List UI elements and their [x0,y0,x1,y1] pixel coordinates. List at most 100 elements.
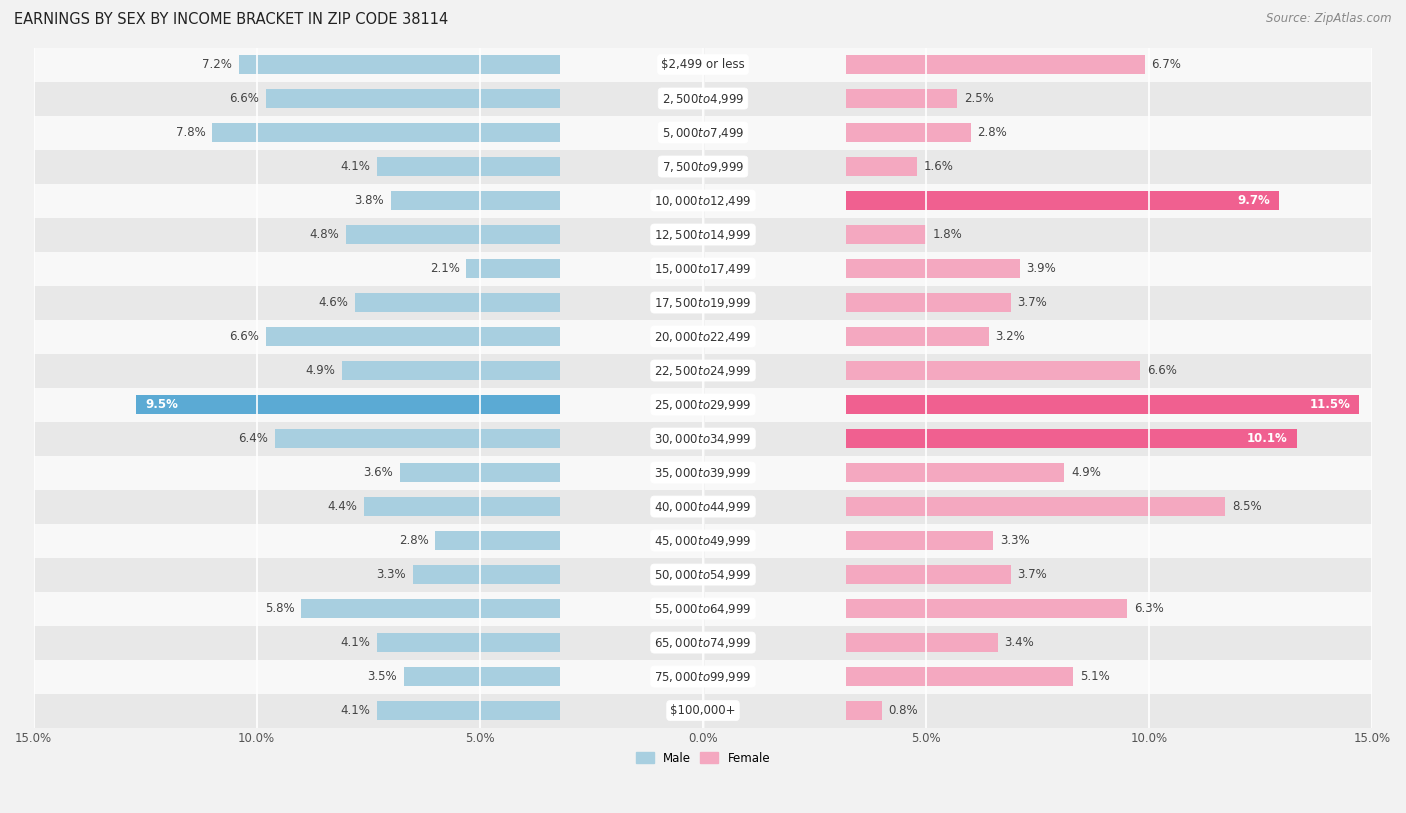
Bar [846,463,1064,482]
Text: $40,000 to $44,999: $40,000 to $44,999 [654,499,752,514]
Bar [34,47,1372,81]
Text: $35,000 to $39,999: $35,000 to $39,999 [654,466,752,480]
Bar [391,191,560,210]
Text: 4.1%: 4.1% [340,160,371,173]
Text: 3.8%: 3.8% [354,194,384,207]
Text: EARNINGS BY SEX BY INCOME BRACKET IN ZIP CODE 38114: EARNINGS BY SEX BY INCOME BRACKET IN ZIP… [14,12,449,27]
Bar [404,667,560,686]
Bar [846,225,927,244]
Text: 1.6%: 1.6% [924,160,953,173]
Text: 0.8%: 0.8% [889,704,918,717]
Bar [239,55,560,74]
Text: 3.6%: 3.6% [363,466,392,479]
Text: 2.5%: 2.5% [965,92,994,105]
Text: $25,000 to $29,999: $25,000 to $29,999 [654,398,752,411]
Bar [846,701,882,720]
Bar [467,259,560,278]
Bar [354,293,560,312]
Text: $2,499 or less: $2,499 or less [661,58,745,71]
Text: 3.4%: 3.4% [1004,636,1033,649]
Bar [34,625,1372,659]
Text: $50,000 to $54,999: $50,000 to $54,999 [654,567,752,581]
Bar [846,55,1144,74]
Text: $10,000 to $12,499: $10,000 to $12,499 [654,193,752,207]
Bar [34,218,1372,251]
Text: 11.5%: 11.5% [1309,398,1350,411]
Text: 9.5%: 9.5% [145,398,179,411]
Text: $7,500 to $9,999: $7,500 to $9,999 [662,159,744,173]
Text: $100,000+: $100,000+ [671,704,735,717]
Bar [436,531,560,550]
Bar [846,124,970,142]
Bar [34,115,1372,150]
Text: $15,000 to $17,499: $15,000 to $17,499 [654,262,752,276]
Text: $2,500 to $4,999: $2,500 to $4,999 [662,92,744,106]
Text: 6.6%: 6.6% [229,330,259,343]
Bar [846,395,1360,414]
Text: 5.8%: 5.8% [264,602,295,615]
Bar [846,191,1278,210]
Text: $17,500 to $19,999: $17,500 to $19,999 [654,296,752,310]
Bar [34,320,1372,354]
Bar [346,225,560,244]
Text: 3.9%: 3.9% [1026,262,1056,275]
Text: $20,000 to $22,499: $20,000 to $22,499 [654,329,752,344]
Bar [34,524,1372,558]
Bar [846,667,1073,686]
Bar [34,558,1372,592]
Bar [846,429,1296,448]
Text: Source: ZipAtlas.com: Source: ZipAtlas.com [1267,12,1392,25]
Text: 4.8%: 4.8% [309,228,339,241]
Bar [136,395,560,414]
Text: 1.8%: 1.8% [932,228,963,241]
Bar [846,633,997,652]
Bar [846,327,988,346]
Text: 10.1%: 10.1% [1247,432,1288,445]
Bar [377,633,560,652]
Text: 4.9%: 4.9% [305,364,335,377]
Text: $5,000 to $7,499: $5,000 to $7,499 [662,125,744,140]
Legend: Male, Female: Male, Female [631,747,775,769]
Bar [34,251,1372,285]
Text: $55,000 to $64,999: $55,000 to $64,999 [654,602,752,615]
Bar [846,157,917,176]
Text: 2.8%: 2.8% [399,534,429,547]
Text: 7.2%: 7.2% [202,58,232,71]
Bar [212,124,560,142]
Bar [34,489,1372,524]
Text: 5.1%: 5.1% [1080,670,1109,683]
Text: 3.7%: 3.7% [1018,568,1047,581]
Bar [34,455,1372,489]
Bar [846,259,1019,278]
Text: 4.1%: 4.1% [340,704,371,717]
Bar [266,327,560,346]
Text: $12,500 to $14,999: $12,500 to $14,999 [654,228,752,241]
Text: 2.1%: 2.1% [430,262,460,275]
Text: 7.8%: 7.8% [176,126,205,139]
Text: 9.7%: 9.7% [1237,194,1270,207]
Bar [34,184,1372,218]
Bar [364,498,560,516]
Bar [34,693,1372,728]
Text: 8.5%: 8.5% [1232,500,1261,513]
Bar [846,498,1225,516]
Bar [34,285,1372,320]
Bar [377,701,560,720]
Bar [34,659,1372,693]
Text: 6.6%: 6.6% [229,92,259,105]
Text: $22,500 to $24,999: $22,500 to $24,999 [654,363,752,377]
Text: 3.5%: 3.5% [367,670,398,683]
Bar [34,81,1372,115]
Bar [34,150,1372,184]
Bar [34,388,1372,422]
Bar [399,463,560,482]
Bar [266,89,560,108]
Bar [413,565,560,584]
Bar [34,592,1372,625]
Text: $75,000 to $99,999: $75,000 to $99,999 [654,670,752,684]
Bar [34,354,1372,388]
Bar [342,361,560,380]
Text: 3.2%: 3.2% [995,330,1025,343]
Text: 4.6%: 4.6% [318,296,349,309]
Bar [377,157,560,176]
